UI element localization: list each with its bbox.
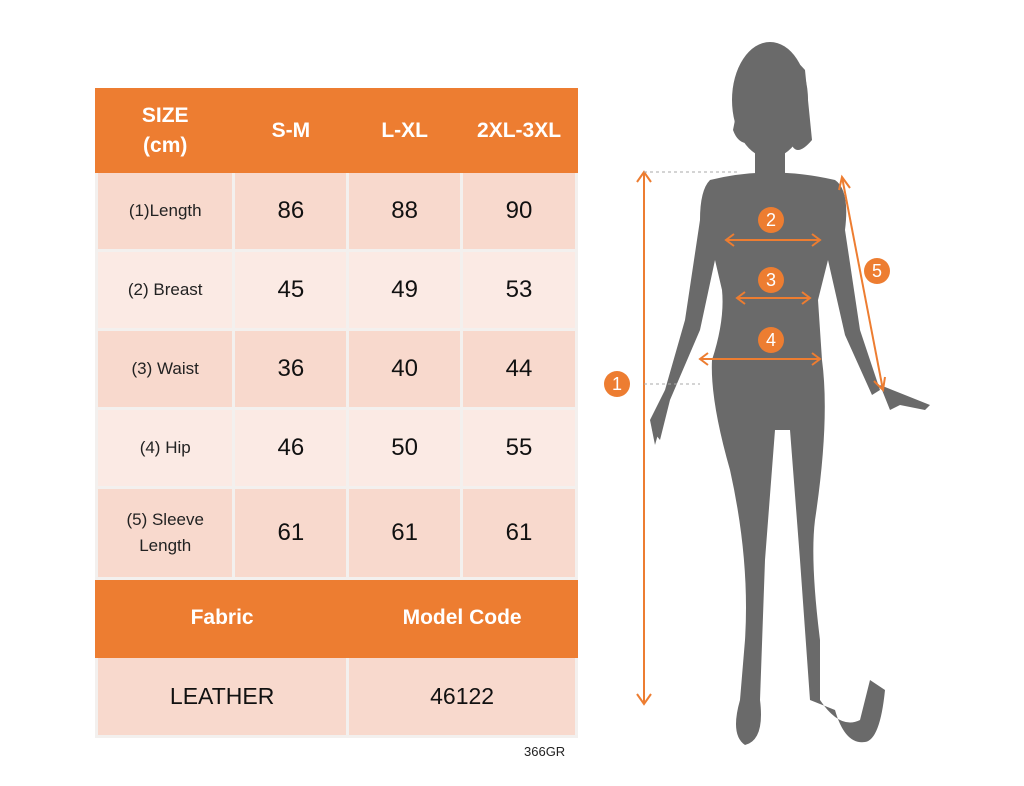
size-chart-table: SIZE (cm) S-M L-XL 2XL-3XL (1)Length 86 8… (94, 88, 578, 738)
cell: 53 (460, 249, 578, 331)
marker-5-label: 5 (872, 261, 882, 281)
column-header: S-M (232, 88, 350, 173)
marker-3-label: 3 (766, 270, 776, 290)
size-header-unit: (cm) (143, 133, 188, 157)
row-label: (3) Waist (94, 328, 236, 410)
cell: 36 (232, 328, 350, 410)
size-header-label: SIZE (141, 103, 189, 127)
cell: 86 (232, 170, 350, 252)
model-code-value: 46122 (346, 655, 578, 738)
model-code-header: Model Code (346, 577, 578, 658)
marker-4 (758, 327, 784, 353)
marker-1-label: 1 (612, 374, 622, 394)
cell: 61 (346, 486, 464, 580)
table-row: (1)Length 86 88 90 (94, 170, 578, 252)
row-label: (4) Hip (94, 407, 236, 489)
product-code: 366GR (524, 744, 566, 759)
cell: 44 (460, 328, 578, 410)
sleeve-arrow (841, 176, 884, 391)
cell: 88 (346, 170, 464, 252)
column-header: L-XL (346, 88, 464, 173)
marker-1 (604, 371, 630, 397)
body-silhouette (650, 42, 930, 745)
table-row: (2) Breast 45 49 53 (94, 249, 578, 331)
table-row: (3) Waist 36 40 44 (94, 328, 578, 410)
marker-5 (864, 258, 890, 284)
marker-3 (758, 267, 784, 293)
measurement-lines (636, 170, 886, 706)
cell: 61 (460, 486, 578, 580)
marker-2 (758, 207, 784, 233)
cell: 50 (346, 407, 464, 489)
cell: 90 (460, 170, 578, 252)
cell: 46 (232, 407, 350, 489)
row-label: (5) Sleeve Length (94, 486, 236, 580)
size-header: SIZE (cm) (94, 88, 236, 173)
marker-2-label: 2 (766, 210, 776, 230)
cell: 61 (232, 486, 350, 580)
cell: 40 (346, 328, 464, 410)
row-label: (1)Length (94, 170, 236, 252)
cell: 55 (460, 407, 578, 489)
table-row: (4) Hip 46 50 55 (94, 407, 578, 489)
fabric-header: Fabric (94, 577, 350, 658)
marker-4-label: 4 (766, 330, 776, 350)
cell: 45 (232, 249, 350, 331)
fabric-value: LEATHER (94, 655, 350, 738)
row-label: (2) Breast (94, 249, 236, 331)
cell: 49 (346, 249, 464, 331)
column-header: 2XL-3XL (460, 88, 578, 173)
table-row: (5) Sleeve Length 61 61 61 (94, 486, 578, 580)
